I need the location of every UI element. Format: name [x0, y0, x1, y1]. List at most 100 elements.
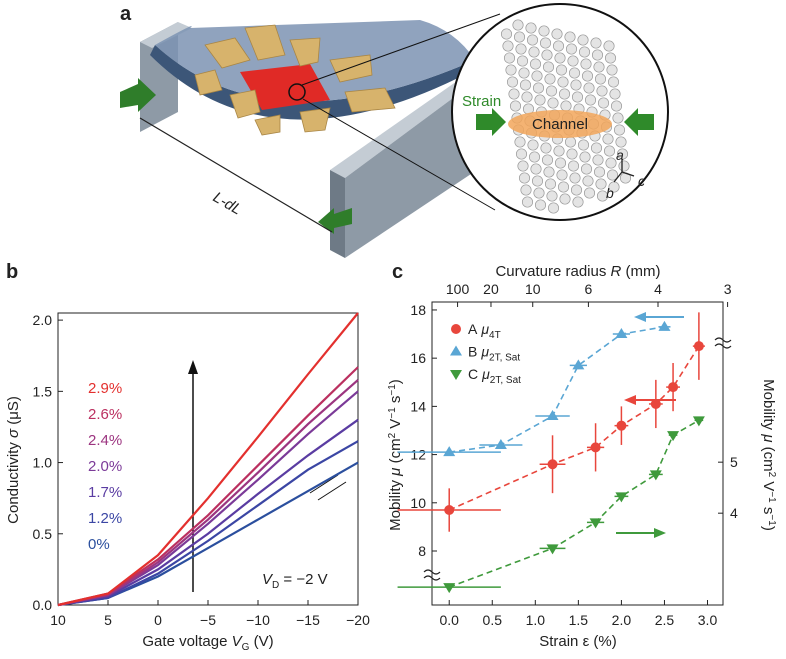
strain-label: Strain	[462, 93, 501, 110]
atom	[529, 58, 542, 70]
atom	[518, 67, 530, 79]
contacts	[194, 24, 396, 136]
series-line	[57, 418, 359, 607]
atom	[615, 136, 627, 148]
atom	[552, 40, 565, 52]
series-line	[57, 440, 359, 607]
channel-band	[508, 110, 612, 138]
y-tick-label: 0.0	[33, 597, 53, 613]
x-tick-label: 0.5	[483, 612, 503, 628]
atom	[534, 199, 547, 211]
point	[444, 505, 455, 516]
annotation: VD = −2 V	[262, 571, 328, 591]
panel-label: c	[392, 261, 403, 283]
atom	[503, 52, 516, 64]
atom	[580, 163, 593, 175]
series-line	[57, 312, 359, 607]
x-tick-label: 2.0	[612, 612, 632, 628]
atom	[596, 85, 608, 97]
atom	[592, 154, 604, 166]
legend-label: 2.4%	[88, 432, 122, 449]
atom	[578, 46, 591, 58]
y-tick-label: 18	[410, 302, 426, 318]
atom	[606, 169, 619, 181]
legend-label: 2.9%	[88, 380, 122, 397]
atom	[570, 79, 582, 91]
atom	[555, 64, 568, 76]
atom	[530, 163, 542, 175]
x-tick-label: 10	[50, 612, 66, 628]
series-line	[57, 379, 359, 607]
atom	[531, 175, 544, 187]
atom	[609, 88, 621, 100]
atom	[525, 22, 537, 34]
atom	[580, 58, 592, 70]
y-tick-label: 1.0	[33, 455, 53, 471]
right-support-top	[330, 72, 480, 178]
atom	[551, 28, 563, 40]
x-tick-label: 0.0	[439, 612, 459, 628]
atom	[612, 112, 624, 124]
x-tick-label: 0	[154, 612, 162, 628]
legend-label: 1.2%	[88, 510, 122, 527]
atom	[553, 145, 565, 157]
strain-arrow	[318, 208, 352, 234]
atom	[528, 46, 540, 58]
point	[667, 431, 680, 442]
legend-marker	[450, 345, 462, 356]
point	[590, 442, 601, 453]
sweep-arrow	[317, 481, 347, 501]
atom	[500, 28, 513, 40]
atom	[516, 55, 529, 67]
crystal-axes	[613, 160, 635, 183]
atom	[539, 37, 552, 49]
trend-line	[449, 326, 665, 453]
atom	[590, 142, 603, 154]
point	[650, 398, 661, 409]
y2-axis-label: Mobility μ (cm2 V−1 s−1)	[760, 379, 777, 531]
x2-tick-label: 3	[724, 281, 732, 297]
x2-axis-label: Curvature radius R (mm)	[495, 263, 660, 280]
y-axis-label: Mobility μ (cm2 V−1 s−1)	[387, 379, 404, 531]
atom	[558, 88, 571, 100]
atom	[610, 100, 623, 112]
atom	[594, 73, 607, 85]
y-tick-label: 14	[410, 398, 426, 414]
legend-label: 0%	[88, 536, 110, 553]
x-axis-label: Strain ε (%)	[539, 633, 617, 650]
atom	[567, 55, 579, 67]
atom	[564, 136, 577, 148]
x2-tick-label: 4	[654, 281, 662, 297]
atom	[568, 67, 581, 79]
atom	[591, 49, 604, 61]
atom	[582, 175, 594, 187]
point	[658, 320, 671, 331]
right-support	[345, 78, 480, 258]
legend-marker	[451, 324, 461, 334]
atom	[606, 64, 618, 76]
point	[443, 583, 456, 594]
point	[616, 420, 627, 431]
trend-arrow-head	[188, 360, 198, 374]
atom	[520, 184, 532, 196]
atom	[571, 91, 584, 103]
atom	[593, 61, 605, 73]
legend-label: 2.0%	[88, 458, 122, 475]
atom	[583, 187, 596, 199]
atom	[514, 136, 526, 148]
y2-tick-label: 4	[730, 505, 738, 521]
strain-arrow	[120, 78, 156, 112]
atom	[602, 133, 614, 145]
atom	[515, 148, 528, 160]
point	[572, 359, 585, 370]
atom	[533, 187, 545, 199]
point	[494, 438, 507, 449]
point	[668, 382, 679, 393]
atom	[607, 76, 620, 88]
atom	[527, 139, 539, 151]
strain-arrow	[476, 108, 506, 136]
atom	[564, 31, 576, 43]
atom	[560, 100, 572, 112]
x-axis-label: Gate voltage VG (V)	[142, 633, 273, 653]
atom	[541, 49, 553, 61]
